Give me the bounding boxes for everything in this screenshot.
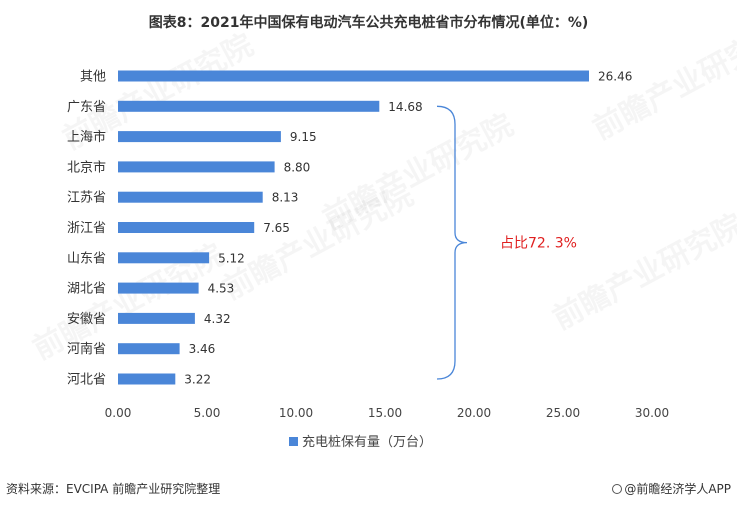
bar-chart: 前瞻产业研究院前瞻产业研究院前瞻产业研究院前瞻产业研究院前瞻产业研究院前瞻产业研… <box>67 70 737 451</box>
category-label-2: 上海市 <box>67 129 106 145</box>
x-tick-label-1: 5.00 <box>194 406 221 420</box>
bar-7 <box>118 282 199 294</box>
value-label-3: 8.80 <box>284 160 311 174</box>
category-label-1: 广东省 <box>67 100 106 115</box>
bar-0 <box>118 70 589 82</box>
chart-title: 图表8：2021年中国保有电动汽车公共充电桩省市分布情况(单位：%) <box>148 15 589 31</box>
bar-4 <box>118 191 263 203</box>
bar-1 <box>118 100 380 112</box>
legend-label: 充电桩保有量（万台） <box>302 434 432 450</box>
value-label-4: 8.13 <box>272 191 299 205</box>
value-label-7: 4.53 <box>208 282 235 296</box>
bar-10 <box>118 373 176 385</box>
brand-credit: @前瞻经济学人APP <box>612 480 731 497</box>
category-label-5: 浙江省 <box>67 221 106 236</box>
share-bracket <box>436 105 468 380</box>
category-label-4: 江苏省 <box>67 190 106 206</box>
x-tick-label-4: 20.00 <box>457 406 491 420</box>
category-label-8: 安徽省 <box>67 312 106 327</box>
brand-credit-text: @前瞻经济学人APP <box>624 482 731 496</box>
value-label-10: 3.22 <box>184 373 211 387</box>
value-label-6: 5.12 <box>218 251 245 265</box>
category-label-10: 河北省 <box>67 373 106 388</box>
bar-8 <box>118 312 195 324</box>
value-label-1: 14.68 <box>388 100 422 114</box>
watermark-2: 前瞻产业研究院 <box>547 208 737 337</box>
category-label-6: 山东省 <box>67 251 106 266</box>
category-label-7: 湖北省 <box>67 282 106 297</box>
bar-2 <box>118 131 281 143</box>
value-label-9: 3.46 <box>189 342 216 356</box>
brand-logo-icon <box>612 484 623 494</box>
share-annotation: 占比72. 3% <box>500 236 577 252</box>
bar-5 <box>118 222 255 233</box>
bar-3 <box>118 161 275 173</box>
value-label-2: 9.15 <box>290 130 317 144</box>
value-label-8: 4.32 <box>204 312 231 326</box>
category-label-3: 北京市 <box>67 159 106 175</box>
x-tick-label-2: 10.00 <box>279 406 313 420</box>
x-tick-label-6: 30.00 <box>635 406 669 420</box>
x-tick-label-3: 15.00 <box>368 406 402 420</box>
x-tick-label-5: 25.00 <box>546 406 580 420</box>
category-label-0: 其他 <box>80 70 106 85</box>
value-label-5: 7.65 <box>263 221 290 235</box>
value-label-0: 26.46 <box>598 70 632 84</box>
bar-6 <box>118 252 210 264</box>
legend-swatch <box>289 437 298 446</box>
category-label-9: 河南省 <box>67 341 106 357</box>
source-note: 资料来源：EVCIPA 前瞻产业研究院整理 <box>6 482 221 496</box>
bar-9 <box>118 343 180 355</box>
x-tick-label-0: 0.00 <box>105 406 132 420</box>
